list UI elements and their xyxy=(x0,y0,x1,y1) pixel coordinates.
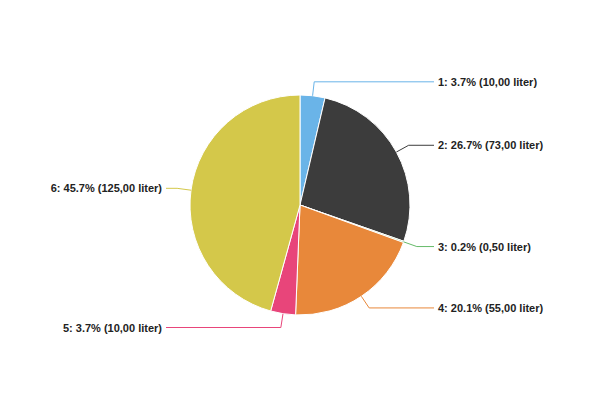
pie-slice xyxy=(296,205,404,315)
slice-label: 1: 3.7% (10,00 liter) xyxy=(438,76,537,88)
labels: 1: 3.7% (10,00 liter) 2: 26.7% (73,00 lit… xyxy=(51,76,544,334)
slice-label: 6: 45.7% (125,00 liter) xyxy=(51,182,163,194)
pie-chart: 1: 3.7% (10,00 liter) 2: 26.7% (73,00 lit… xyxy=(0,0,600,400)
leader-line xyxy=(166,188,191,190)
slice-label: 4: 20.1% (55,00 liter) xyxy=(438,302,544,314)
pie-slice xyxy=(190,95,300,311)
leader-line xyxy=(313,82,434,96)
slice-label: 3: 0.2% (0,50 liter) xyxy=(438,241,531,253)
leader-line xyxy=(361,296,434,308)
leader-line xyxy=(404,242,434,247)
leader-line xyxy=(166,314,283,328)
slice-label: 5: 3.7% (10,00 liter) xyxy=(63,322,162,334)
slices xyxy=(190,95,410,315)
slice-label: 2: 26.7% (73,00 liter) xyxy=(438,139,544,151)
leader-line xyxy=(396,145,434,152)
chart-container: 1: 3.7% (10,00 liter) 2: 26.7% (73,00 lit… xyxy=(0,0,600,400)
